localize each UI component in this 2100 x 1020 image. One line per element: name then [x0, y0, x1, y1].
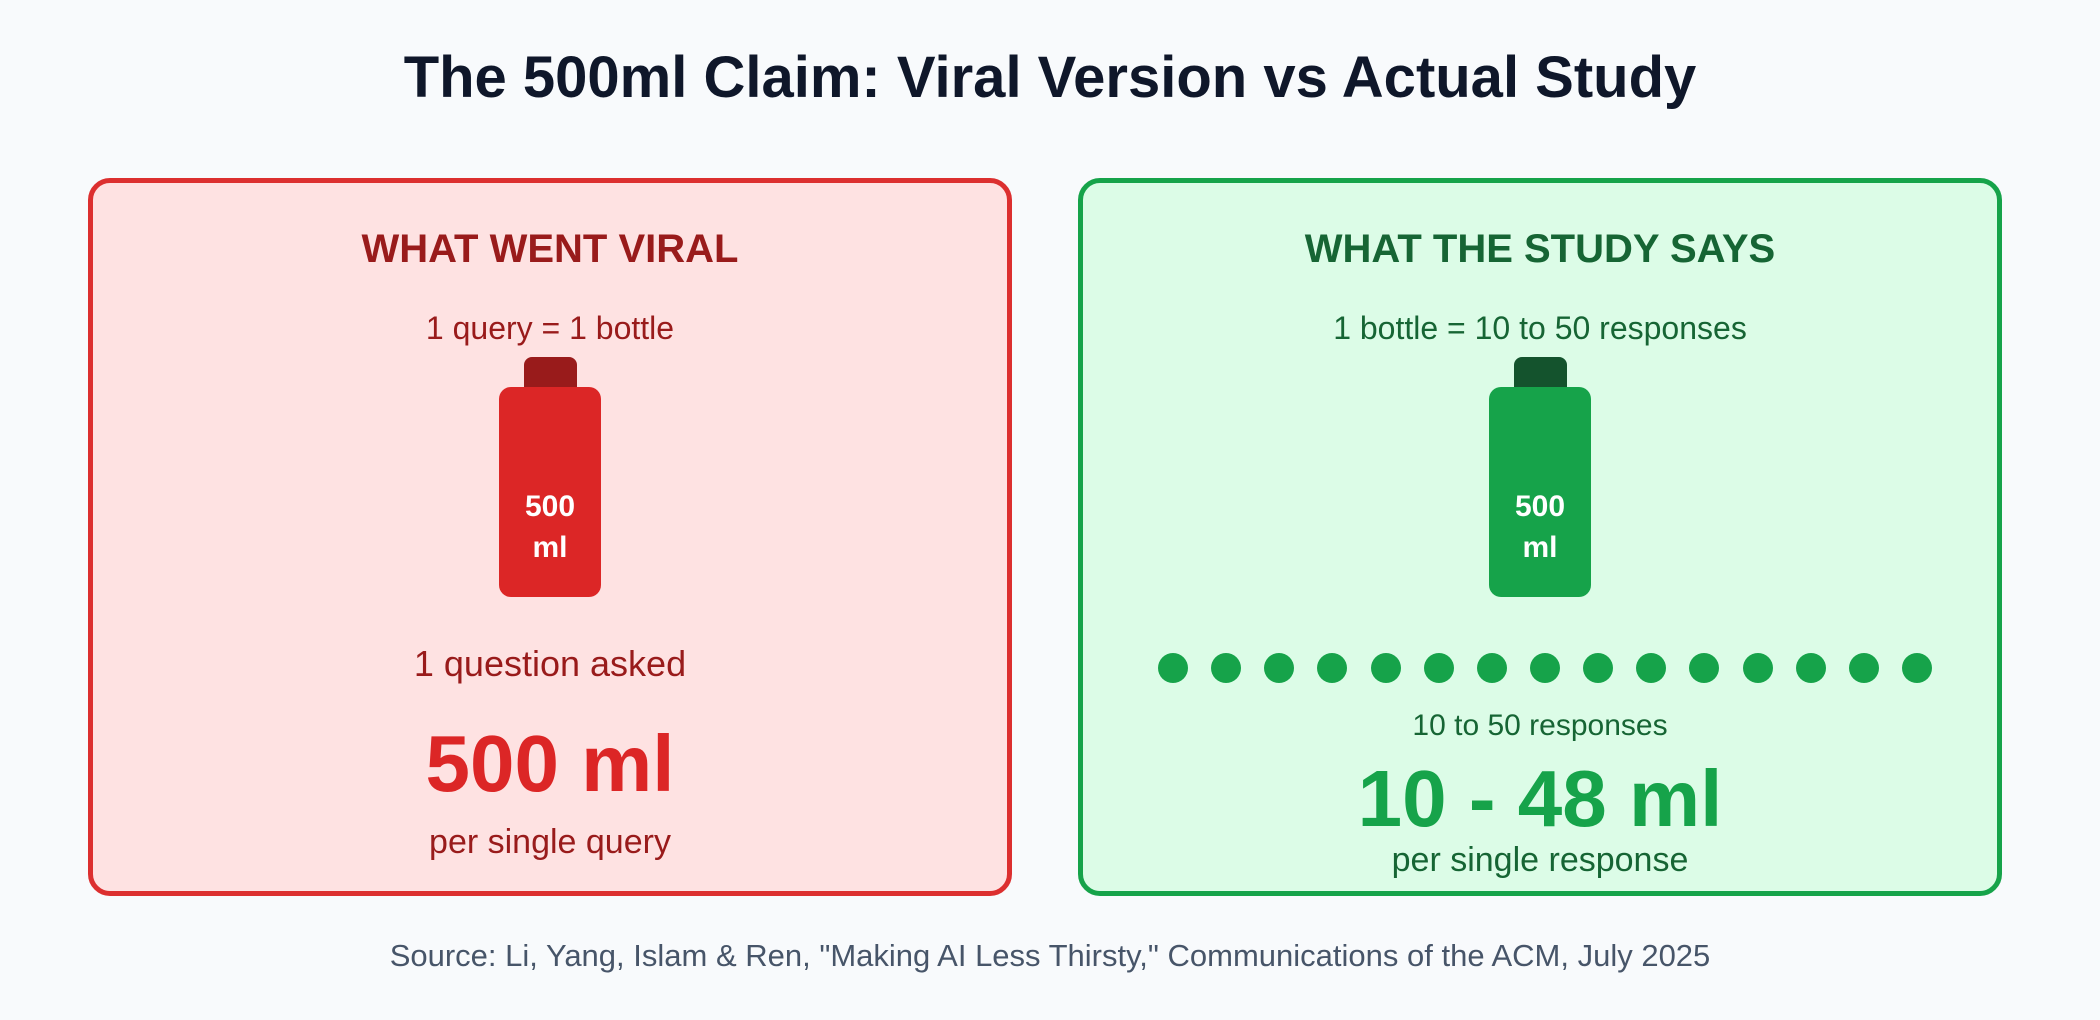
response-dot — [1423, 653, 1454, 683]
viral-claim-panel: WHAT WENT VIRAL 1 query = 1 bottle 500 m… — [88, 178, 1012, 896]
study-panel: WHAT THE STUDY SAYS 1 bottle = 10 to 50 … — [1078, 178, 2002, 896]
water-bottle-icon: 500 ml — [499, 357, 601, 597]
viral-equation: 1 query = 1 bottle — [425, 310, 675, 346]
response-dot — [1795, 653, 1826, 683]
study-heading: WHAT THE STUDY SAYS — [1304, 227, 1776, 271]
response-dot — [1317, 653, 1348, 683]
response-dot — [1370, 653, 1401, 683]
bottle-unit: ml — [532, 531, 568, 564]
bottle-label: 500 ml — [499, 486, 601, 568]
viral-big-value: 500 ml — [425, 719, 675, 808]
bottle-body — [1489, 387, 1591, 597]
response-dot — [1583, 653, 1614, 683]
response-dot — [1264, 653, 1295, 683]
study-big-value: 10 - 48 ml — [1357, 754, 1723, 843]
viral-heading: WHAT WENT VIRAL — [361, 227, 739, 271]
response-dot — [1158, 653, 1188, 683]
source-citation: Source: Li, Yang, Islam & Ren, "Making A… — [389, 938, 1711, 973]
bottle-amount: 500 — [524, 490, 576, 523]
bottle-amount: 500 — [1514, 490, 1566, 523]
study-equation: 1 bottle = 10 to 50 responses — [1333, 310, 1747, 346]
response-dot — [1742, 653, 1773, 683]
response-dot — [1901, 653, 1932, 683]
response-dot — [1848, 653, 1879, 683]
study-per-label: per single response — [1391, 841, 1689, 879]
response-dots — [1158, 653, 1932, 683]
dots-caption: 10 to 50 responses — [1412, 709, 1668, 742]
response-dot — [1476, 653, 1507, 683]
response-dot — [1211, 653, 1242, 683]
water-bottle-icon: 500 ml — [1489, 357, 1591, 597]
response-dot — [1636, 653, 1667, 683]
bottle-unit: ml — [1522, 531, 1558, 564]
bottle-body — [499, 387, 601, 597]
page-title: The 500ml Claim: Viral Version vs Actual… — [403, 45, 1697, 110]
viral-per-label: per single query — [429, 823, 671, 861]
viral-caption: 1 question asked — [413, 643, 687, 684]
response-dot — [1529, 653, 1560, 683]
bottle-label: 500 ml — [1489, 486, 1591, 568]
response-dot — [1689, 653, 1720, 683]
